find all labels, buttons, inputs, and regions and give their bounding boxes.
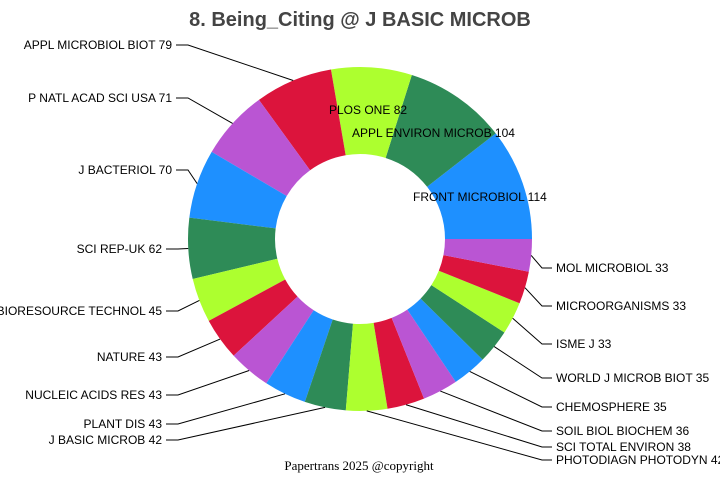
chart-title: 8. Being_Citing @ J BASIC MICROB bbox=[189, 9, 531, 31]
slice-label: PHOTODIAGN PHOTODYN 42 bbox=[556, 453, 720, 467]
slice-label: APPL MICROBIOL BIOT 79 bbox=[24, 38, 173, 52]
slice-label: BIORESOURCE TECHNOL 45 bbox=[0, 304, 162, 318]
slice-label: CHEMOSPHERE 35 bbox=[556, 400, 667, 414]
slice-world-j-microb-biot bbox=[420, 285, 505, 360]
slice-chemosphere bbox=[407, 298, 483, 382]
slice-label: P NATL ACAD SCI USA 71 bbox=[28, 91, 172, 105]
slice-label: APPL ENVIRON MICROB 104 bbox=[352, 126, 515, 140]
leader-line bbox=[524, 287, 552, 307]
slice-label: SCI TOTAL ENVIRON 38 bbox=[556, 440, 691, 454]
slice-plant-dis bbox=[266, 310, 333, 402]
copyright-footer: Papertrans 2025 @copyright bbox=[284, 458, 434, 473]
leader-line bbox=[166, 247, 189, 250]
leader-line bbox=[166, 406, 326, 441]
slice-label: J BASIC MICROB 42 bbox=[49, 433, 163, 447]
leader-line bbox=[166, 338, 221, 358]
slice-label: MICROORGANISMS 33 bbox=[556, 299, 686, 313]
leader-line bbox=[366, 410, 552, 461]
slice-label: ISME J 33 bbox=[556, 337, 612, 351]
slice-soil-biol-biochem bbox=[391, 309, 456, 399]
slice-label: SOIL BIOL BIOCHEM 36 bbox=[556, 424, 689, 438]
slice-nucleic-acids-res bbox=[233, 296, 314, 384]
slice-microorganisms bbox=[438, 255, 529, 304]
slice-label: FRONT MICROBIOL 114 bbox=[413, 190, 547, 204]
slice-p-natl-acad-sci-usa bbox=[211, 99, 311, 196]
slice-mol-microbiol bbox=[443, 239, 532, 272]
slice-j-basic-microb bbox=[304, 319, 353, 411]
slice-label: NATURE 43 bbox=[97, 350, 162, 364]
slice-label: SCI REP-UK 62 bbox=[77, 242, 163, 256]
slice-nature bbox=[208, 279, 298, 356]
slice-label: J BACTERIOL 70 bbox=[78, 163, 172, 177]
leader-line bbox=[176, 97, 233, 124]
leader-line bbox=[530, 255, 552, 269]
slice-label: WORLD J MICROB BIOT 35 bbox=[556, 371, 709, 385]
leader-line bbox=[166, 393, 286, 425]
leader-line bbox=[405, 404, 552, 448]
leader-line bbox=[166, 370, 250, 396]
leader-line bbox=[493, 346, 552, 379]
slice-label: PLANT DIS 43 bbox=[84, 417, 163, 431]
leader-line bbox=[166, 300, 200, 312]
slice-bioresource-technol bbox=[192, 258, 286, 321]
slice-appl-environ-microb bbox=[385, 74, 496, 187]
slice-sci-total-environ bbox=[373, 317, 425, 409]
slice-label: PLOS ONE 82 bbox=[329, 103, 407, 117]
slice-sci-rep-uk bbox=[188, 217, 278, 280]
leader-line bbox=[469, 371, 552, 408]
leader-line bbox=[440, 390, 552, 432]
slice-isme-j bbox=[431, 270, 520, 333]
leader-line bbox=[176, 44, 294, 81]
slice-label: MOL MICROBIOL 33 bbox=[556, 261, 669, 275]
slice-appl-microbiol-biot bbox=[258, 69, 346, 171]
leader-line bbox=[512, 317, 552, 345]
leader-line bbox=[176, 169, 198, 184]
slice-j-bacteriol bbox=[189, 151, 287, 229]
slice-plos-one bbox=[330, 67, 412, 158]
slice-label: NUCLEIC ACIDS RES 43 bbox=[25, 388, 162, 402]
slice-photodiagn-photodyn bbox=[345, 322, 388, 411]
slice-front-microbiol bbox=[427, 133, 532, 239]
